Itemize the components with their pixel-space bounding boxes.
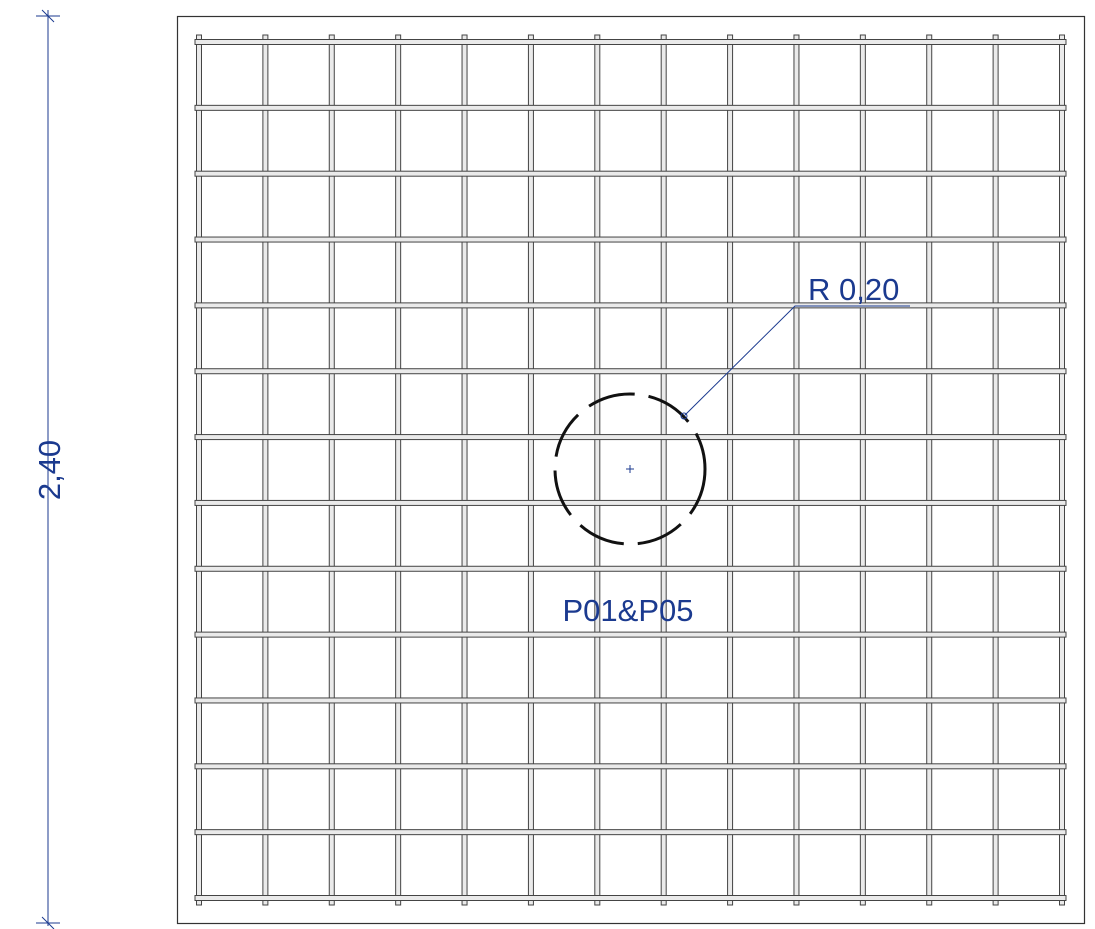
rebar [527, 34, 534, 906]
rebar [194, 170, 1067, 177]
opening-circle [553, 392, 707, 546]
rebar [194, 829, 1067, 836]
rebar [328, 34, 335, 906]
rebar [793, 34, 800, 906]
rebar [395, 34, 402, 906]
rebar [262, 34, 269, 906]
rebar [727, 34, 734, 906]
rebar [594, 34, 601, 906]
rebar-mesh [194, 34, 1067, 906]
rebar [194, 763, 1067, 770]
rebar [194, 565, 1067, 572]
leader-line [683, 305, 910, 417]
dimension-tick [41, 916, 55, 929]
rebar [194, 895, 1067, 901]
rebar [992, 34, 999, 906]
rebar [660, 34, 667, 906]
dimension-line [36, 9, 60, 929]
rebar [194, 499, 1067, 506]
slab-outline [176, 15, 1086, 925]
leader-point [680, 412, 688, 420]
rebar [194, 236, 1067, 243]
rebar [859, 34, 866, 906]
rebar [194, 368, 1067, 375]
rebar [1059, 34, 1065, 906]
rebar [194, 104, 1067, 111]
radius-label: R 0,20 [808, 272, 899, 307]
rebar [194, 434, 1067, 441]
rebar [196, 34, 202, 906]
rebar [194, 697, 1067, 704]
dimension-label: 2,40 [32, 440, 67, 500]
rebar [926, 34, 933, 906]
dimension-tick [41, 9, 55, 23]
rebar [461, 34, 468, 906]
rebar [194, 631, 1067, 638]
rebar [194, 302, 1067, 309]
rebar [194, 39, 1067, 45]
tag-label: P01&P05 [563, 593, 694, 628]
